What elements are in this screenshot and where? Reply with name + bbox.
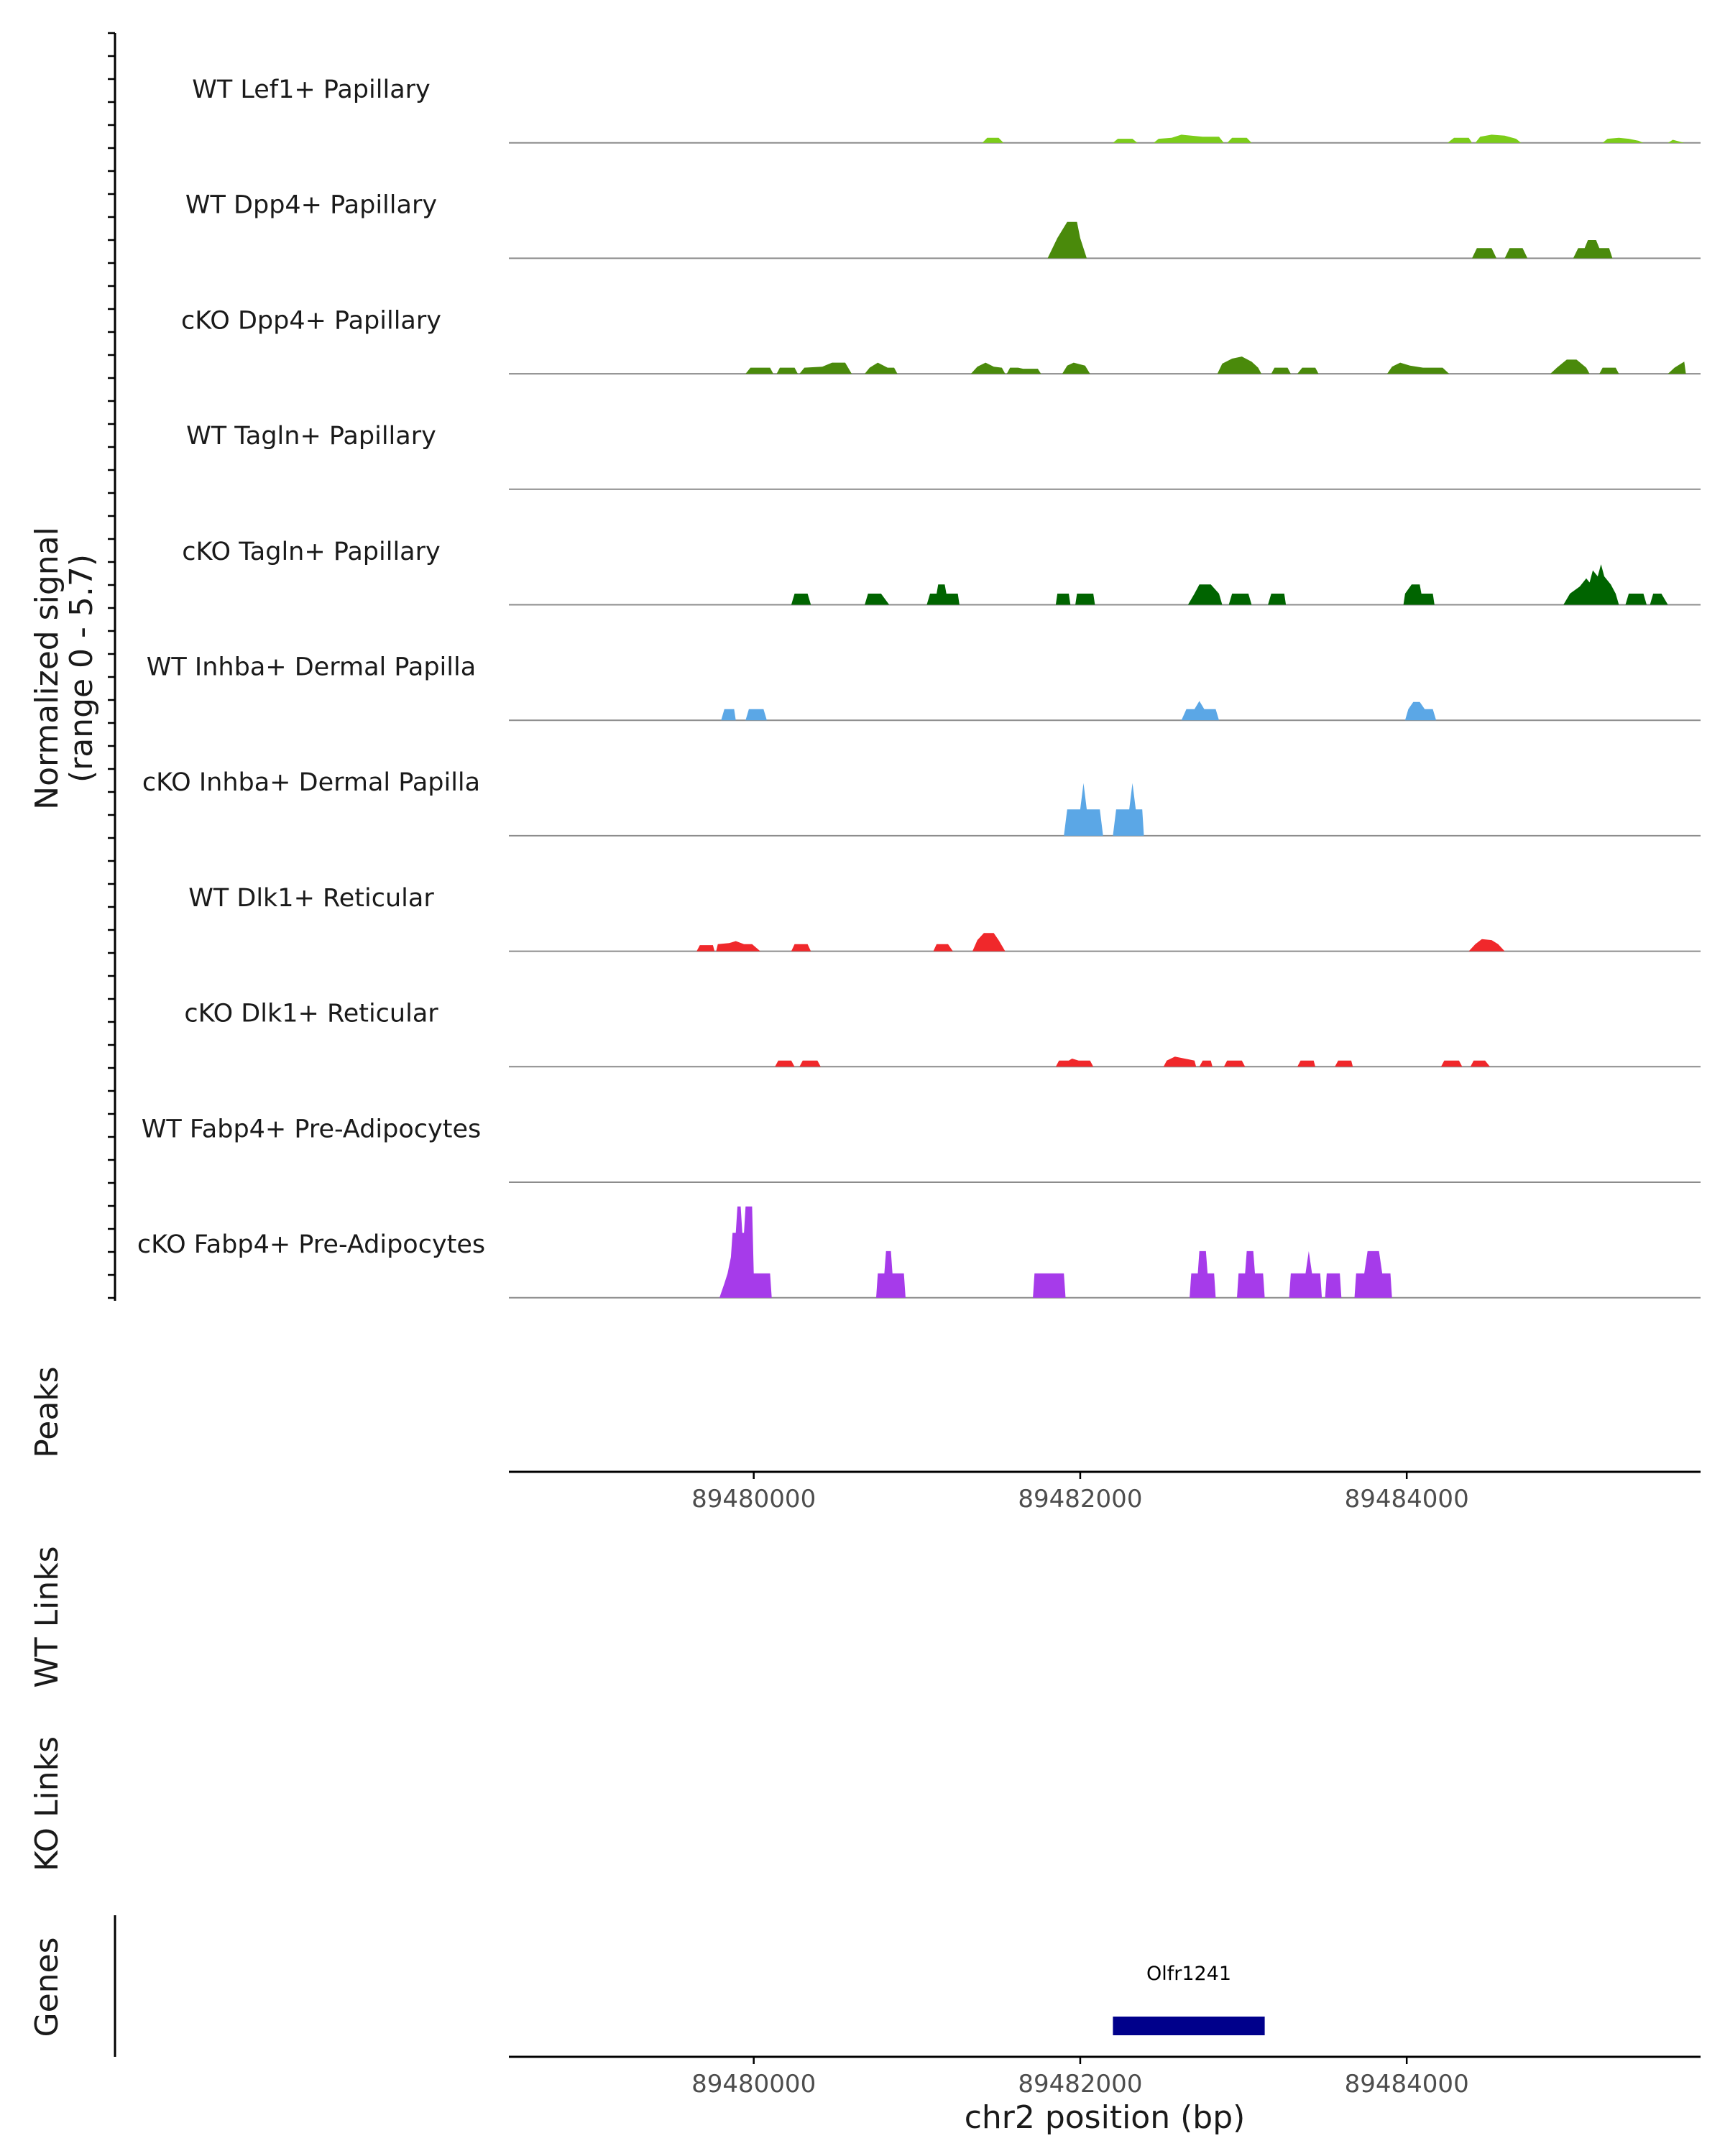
genes-track-title: Genes <box>29 1937 65 2037</box>
x-tick-label: 89480000 <box>691 1485 816 1514</box>
ko-links-track-title: KO Links <box>29 1736 65 1871</box>
track-label: cKO Inhba+ Dermal Papilla <box>142 768 480 797</box>
track-label: WT Dpp4+ Papillary <box>185 191 437 220</box>
y-axis-range: (range 0 - 5.7) <box>63 554 100 783</box>
track-label: WT Fabp4+ Pre-Adipocytes <box>142 1115 481 1143</box>
signal-area <box>775 1056 1490 1067</box>
x-tick-label: 89484000 <box>1345 2070 1469 2099</box>
x-tick-label: 89482000 <box>1018 1485 1142 1514</box>
track-label: WT Dlk1+ Reticular <box>188 884 434 913</box>
signal-area <box>719 1206 1392 1298</box>
track-label: cKO Tagln+ Papillary <box>182 538 441 566</box>
track-label: cKO Fabp4+ Pre-Adipocytes <box>137 1230 485 1259</box>
peaks-x-axis-ticks: 89480000 89482000 89484000 <box>691 1472 1469 1514</box>
gene-label: Olfr1241 <box>1146 1963 1231 1985</box>
x-tick-label: 89480000 <box>691 2070 816 2099</box>
track-label: cKO Dpp4+ Papillary <box>181 306 441 335</box>
peaks-track-title: Peaks <box>29 1366 65 1457</box>
signal-area <box>1047 221 1613 259</box>
signal-area <box>721 701 1437 721</box>
x-axis-title: chr2 position (bp) <box>965 2099 1246 2136</box>
track-label: WT Lef1+ Papillary <box>192 75 431 104</box>
track-label: WT Inhba+ Dermal Papilla <box>147 653 476 682</box>
track-label: cKO Dlk1+ Reticular <box>184 1000 438 1028</box>
genes-x-axis-ticks: 89480000 89482000 89484000 <box>691 2057 1469 2099</box>
y-axis-title: Normalized signal <box>29 527 65 810</box>
signal-area <box>745 356 1686 374</box>
wt-links-track-title: WT Links <box>29 1546 65 1687</box>
gene-body <box>1113 2017 1265 2035</box>
signal-area <box>696 933 1505 952</box>
signal-area <box>791 564 1668 605</box>
signal-y-axis-ticks <box>108 32 115 1299</box>
signal-area <box>1064 783 1144 836</box>
x-tick-label: 89484000 <box>1345 1485 1469 1514</box>
track-label: WT Tagln+ Papillary <box>186 422 436 451</box>
coverage-tracks: WT Lef1+ Papillary WT Dpp4+ Papillary cKO … <box>137 75 1701 1299</box>
signal-area <box>737 134 1685 143</box>
x-tick-label: 89482000 <box>1018 2070 1142 2099</box>
